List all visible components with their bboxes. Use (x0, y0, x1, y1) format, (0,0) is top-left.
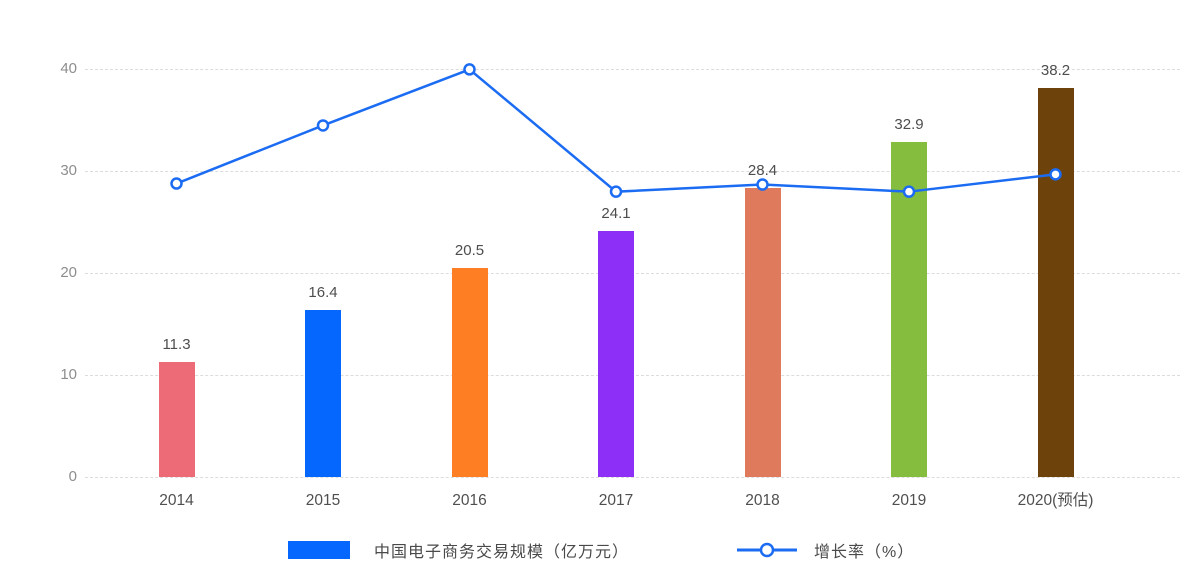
y-axis-tick-label: 40 (60, 60, 77, 78)
gridline-y-0 (85, 477, 1180, 478)
line-series-marker-icon (737, 542, 797, 558)
bar-2014[interactable] (158, 361, 195, 477)
bar-2018[interactable] (744, 187, 781, 477)
y-axis-tick-label: 30 (60, 162, 77, 180)
legend-item-growth-rate[interactable]: 增长率（%） (736, 539, 914, 561)
growth-rate-point-2018[interactable] (756, 178, 769, 191)
growth-rate-point-2020(预估)[interactable] (1049, 168, 1062, 181)
growth-rate-line (176, 67, 1056, 193)
growth-rate-point-2016[interactable] (463, 63, 476, 76)
bar-2015[interactable] (305, 309, 341, 477)
bar-value-label-2017: 24.1 (601, 205, 631, 223)
bar-value-label-2018: 28.4 (747, 161, 778, 179)
x-axis-tick-label-2018: 2018 (745, 492, 780, 509)
growth-rate-point-2019[interactable] (902, 185, 916, 198)
bar-value-label-2016: 20.5 (454, 242, 485, 260)
legend-item-transaction-volume[interactable]: 中国电子商务交易规模（亿万元） (288, 539, 629, 561)
y-axis-tick-label: 0 (68, 468, 77, 485)
gridline-y-40 (85, 69, 1180, 71)
bar-2017[interactable] (598, 231, 634, 477)
growth-rate-point-2017[interactable] (609, 185, 623, 198)
line-series-label: 增长率（%） (814, 544, 915, 561)
growth-rate-point-2014[interactable] (170, 177, 183, 190)
x-axis-tick-label-2017: 2017 (598, 492, 634, 509)
x-axis-tick-label-2014: 2014 (159, 492, 194, 509)
y-axis-tick-label: 10 (60, 366, 77, 384)
x-axis-tick-label-2019: 2019 (891, 492, 927, 509)
x-axis-tick-label-2016: 2016 (452, 492, 487, 509)
bar-2020(预估)[interactable] (1037, 87, 1074, 477)
bar-series-swatch (288, 541, 350, 559)
bar-value-label-2019: 32.9 (894, 115, 924, 133)
bar-2016[interactable] (451, 268, 488, 477)
x-axis-tick-label-2020(预估): 2020(预估) (1017, 492, 1094, 509)
bar-series-label: 中国电子商务交易规模（亿万元） (374, 544, 630, 561)
y-axis-tick-label: 20 (60, 264, 77, 282)
gridline-y-30 (85, 171, 1180, 173)
bar-value-label-2014: 11.3 (162, 335, 191, 353)
bar-value-label-2015: 16.4 (308, 283, 338, 301)
x-axis-tick-label-2015: 2015 (305, 492, 341, 509)
bar-value-label-2020(预估): 38.2 (1040, 61, 1071, 79)
growth-rate-point-2015[interactable] (316, 119, 330, 132)
